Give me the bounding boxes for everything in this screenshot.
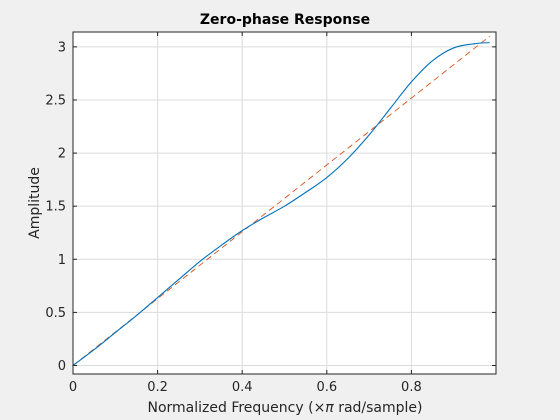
y-tick-label: 2.5: [45, 93, 66, 108]
x-axis-label: Normalized Frequency (×π rad/sample): [147, 400, 422, 416]
axes-box: [72, 31, 497, 375]
x-tick-label: 0.2: [147, 380, 168, 395]
x-tick-label: 0.6: [316, 380, 337, 395]
x-tick-label: 0.4: [232, 380, 253, 395]
plot-area: [73, 32, 496, 374]
y-tick-label: 1: [58, 253, 66, 268]
y-tick-label: 0: [58, 359, 66, 374]
grid-layer: [72, 32, 496, 374]
dashed-series-line: [72, 35, 490, 366]
x-axis-label-prefix: Normalized Frequency (: [147, 400, 313, 416]
x-tick-label: 0.8: [401, 380, 422, 395]
solid-series-line: [72, 42, 490, 366]
x-tick-label: 0: [69, 380, 77, 395]
chart-title: Zero-phase Response: [200, 12, 370, 28]
tick-layer: 0 0.2 0.4 0.6 0.8 0 0.5 1 1.5 2 2.5 3: [45, 32, 496, 395]
series-layer: [72, 35, 490, 366]
x-axis-label-symbol: ×π: [314, 400, 335, 416]
x-axis-label-suffix: rad/sample): [334, 400, 423, 416]
y-tick-label: 0.5: [45, 306, 66, 321]
y-tick-label: 1.5: [45, 200, 66, 215]
y-tick-label: 3: [58, 40, 66, 55]
y-tick-label: 2: [58, 147, 66, 162]
y-axis-label: Amplitude: [27, 167, 43, 239]
